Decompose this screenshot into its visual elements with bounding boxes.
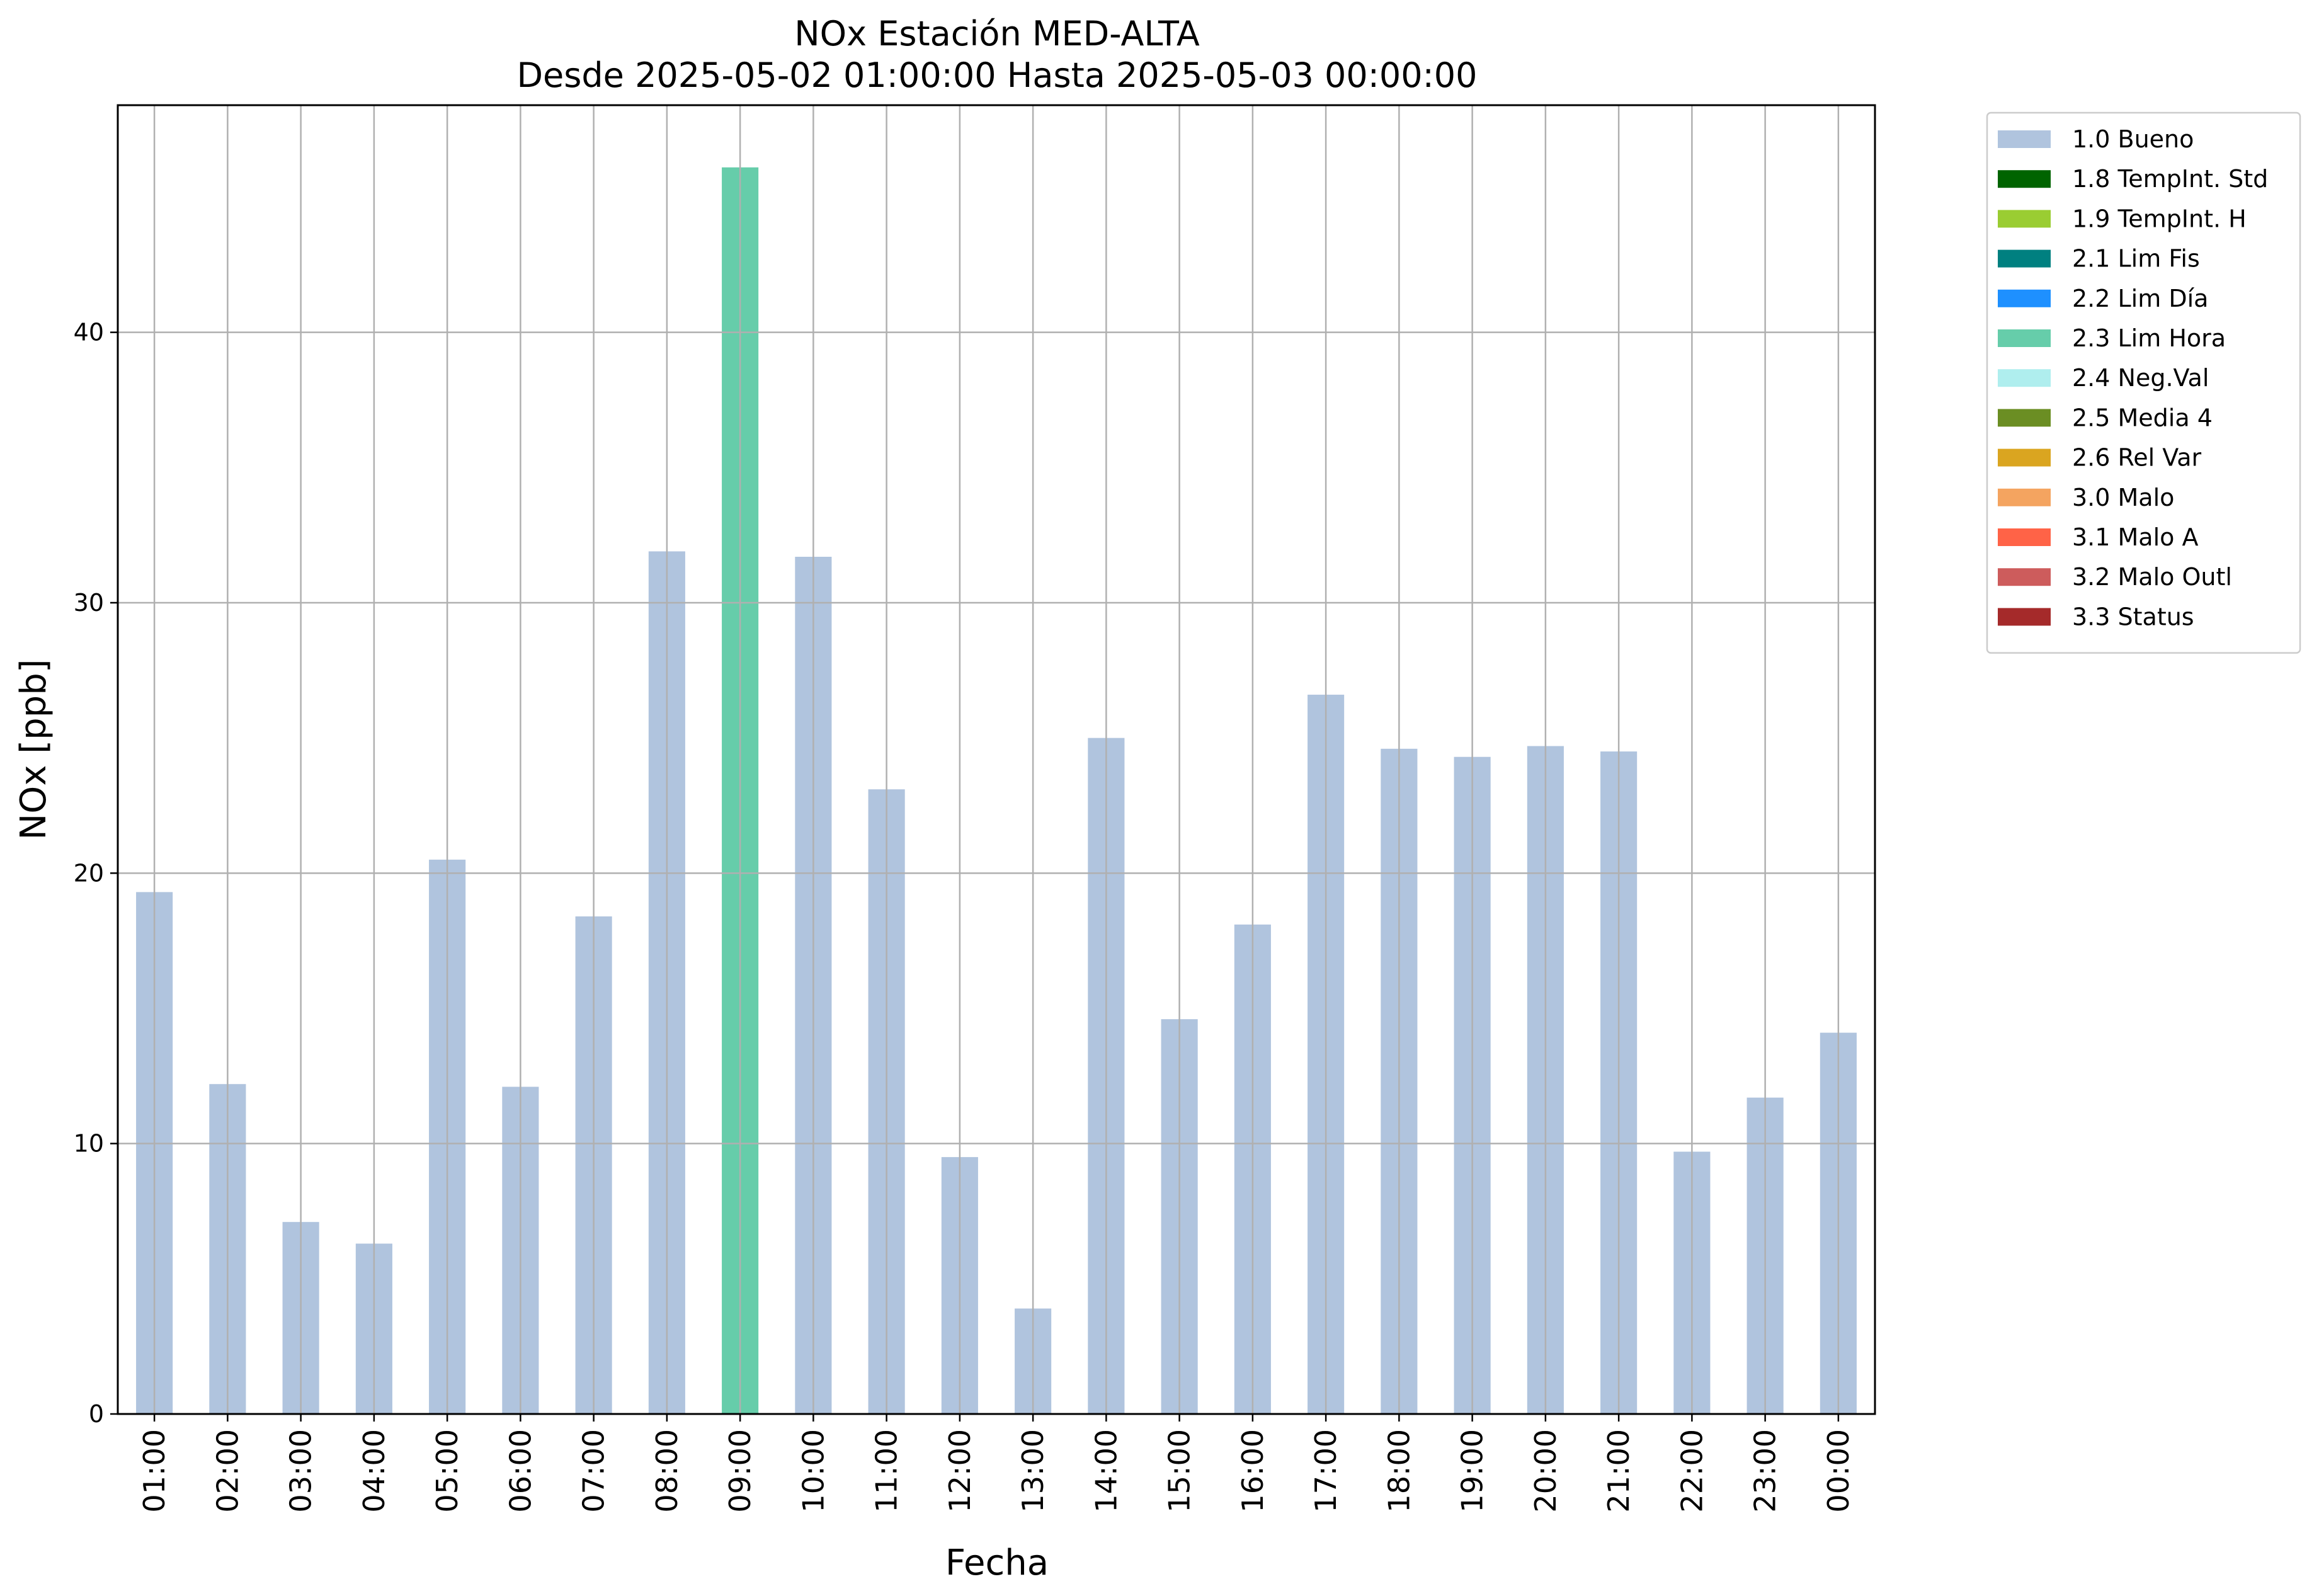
x-tick-label: 04:00 — [357, 1429, 391, 1513]
x-tick-label: 19:00 — [1456, 1429, 1490, 1513]
legend-swatch — [1998, 409, 2051, 427]
legend-swatch — [1998, 608, 2051, 626]
x-tick-label: 22:00 — [1675, 1429, 1709, 1513]
x-tick-label: 13:00 — [1016, 1429, 1050, 1513]
x-tick-label: 23:00 — [1748, 1429, 1782, 1513]
legend-label: 2.4 Neg.Val — [2072, 364, 2209, 392]
y-tick-label: 20 — [74, 859, 104, 887]
x-tick-label: 21:00 — [1602, 1429, 1636, 1513]
legend-label: 3.3 Status — [2072, 603, 2194, 630]
x-tick-label: 16:00 — [1236, 1429, 1270, 1513]
legend-swatch — [1998, 488, 2051, 506]
x-tick-label: 10:00 — [796, 1429, 830, 1513]
legend-label: 1.9 TempInt. H — [2072, 205, 2247, 232]
legend-label: 1.0 Bueno — [2072, 125, 2194, 153]
x-tick-label: 15:00 — [1163, 1429, 1197, 1513]
legend-box — [1986, 111, 2301, 654]
x-tick-label: 07:00 — [577, 1429, 611, 1513]
x-axis-label: Fecha — [945, 1542, 1049, 1583]
y-tick-label: 10 — [74, 1130, 104, 1158]
legend-label: 2.5 Media 4 — [2072, 404, 2213, 431]
legend-swatch — [1998, 448, 2051, 467]
legend-label: 1.8 TempInt. Std — [2072, 165, 2268, 193]
legend-label: 3.1 Malo A — [2072, 523, 2198, 551]
legend-label: 2.6 Rel Var — [2072, 444, 2202, 472]
legend-swatch — [1998, 329, 2051, 347]
legend-swatch — [1998, 170, 2051, 188]
y-axis-label: NOx [ppb] — [13, 659, 54, 840]
legend-swatch — [1998, 289, 2051, 307]
legend-swatch — [1998, 249, 2051, 268]
legend-swatch — [1998, 369, 2051, 387]
x-tick-label: 20:00 — [1529, 1429, 1563, 1513]
y-tick-label: 40 — [74, 319, 104, 346]
x-tick-label: 08:00 — [650, 1429, 684, 1513]
axes-frame — [117, 104, 1876, 1415]
x-tick-label: 11:00 — [870, 1429, 904, 1513]
x-tick-label: 18:00 — [1382, 1429, 1416, 1513]
x-tick-label: 01:00 — [137, 1429, 171, 1513]
legend-label: 2.2 Lim Día — [2072, 285, 2208, 312]
legend: 1.0 Bueno 1.8 TempInt. Std 1.9 TempInt. H 2… — [1986, 111, 2301, 654]
x-tick-label: 09:00 — [723, 1429, 757, 1513]
legend-label: 2.1 Lim Fis — [2072, 245, 2200, 273]
chart-subtitle: Desde 2025-05-02 01:00:00 Hasta 2025-05-… — [516, 55, 1477, 95]
x-tick-label: 00:00 — [1821, 1429, 1855, 1513]
legend-label: 3.2 Malo Outl — [2072, 563, 2232, 591]
y-tick-label: 30 — [74, 589, 104, 617]
legend-swatch — [1998, 210, 2051, 228]
x-tick-label: 14:00 — [1089, 1429, 1123, 1513]
x-tick-label: 06:00 — [503, 1429, 537, 1513]
legend-label: 3.0 Malo — [2072, 484, 2174, 511]
legend-swatch — [1998, 528, 2051, 546]
x-tick-label: 17:00 — [1309, 1429, 1343, 1513]
x-tick-label: 05:00 — [430, 1429, 464, 1513]
y-tick-label: 0 — [89, 1400, 104, 1428]
x-tick-label: 12:00 — [943, 1429, 977, 1513]
x-tick-label: 03:00 — [284, 1429, 318, 1513]
x-tick-label: 02:00 — [210, 1429, 244, 1513]
legend-swatch — [1998, 130, 2051, 148]
legend-label: 2.3 Lim Hora — [2072, 324, 2226, 352]
plot-area: 0 10 20 30 40 01:00 02:00 03:00 04:00 05:00 06:00 0… — [74, 104, 1876, 1513]
legend-swatch — [1998, 568, 2051, 586]
chart-title: NOx Estación MED-ALTA — [794, 14, 1200, 54]
